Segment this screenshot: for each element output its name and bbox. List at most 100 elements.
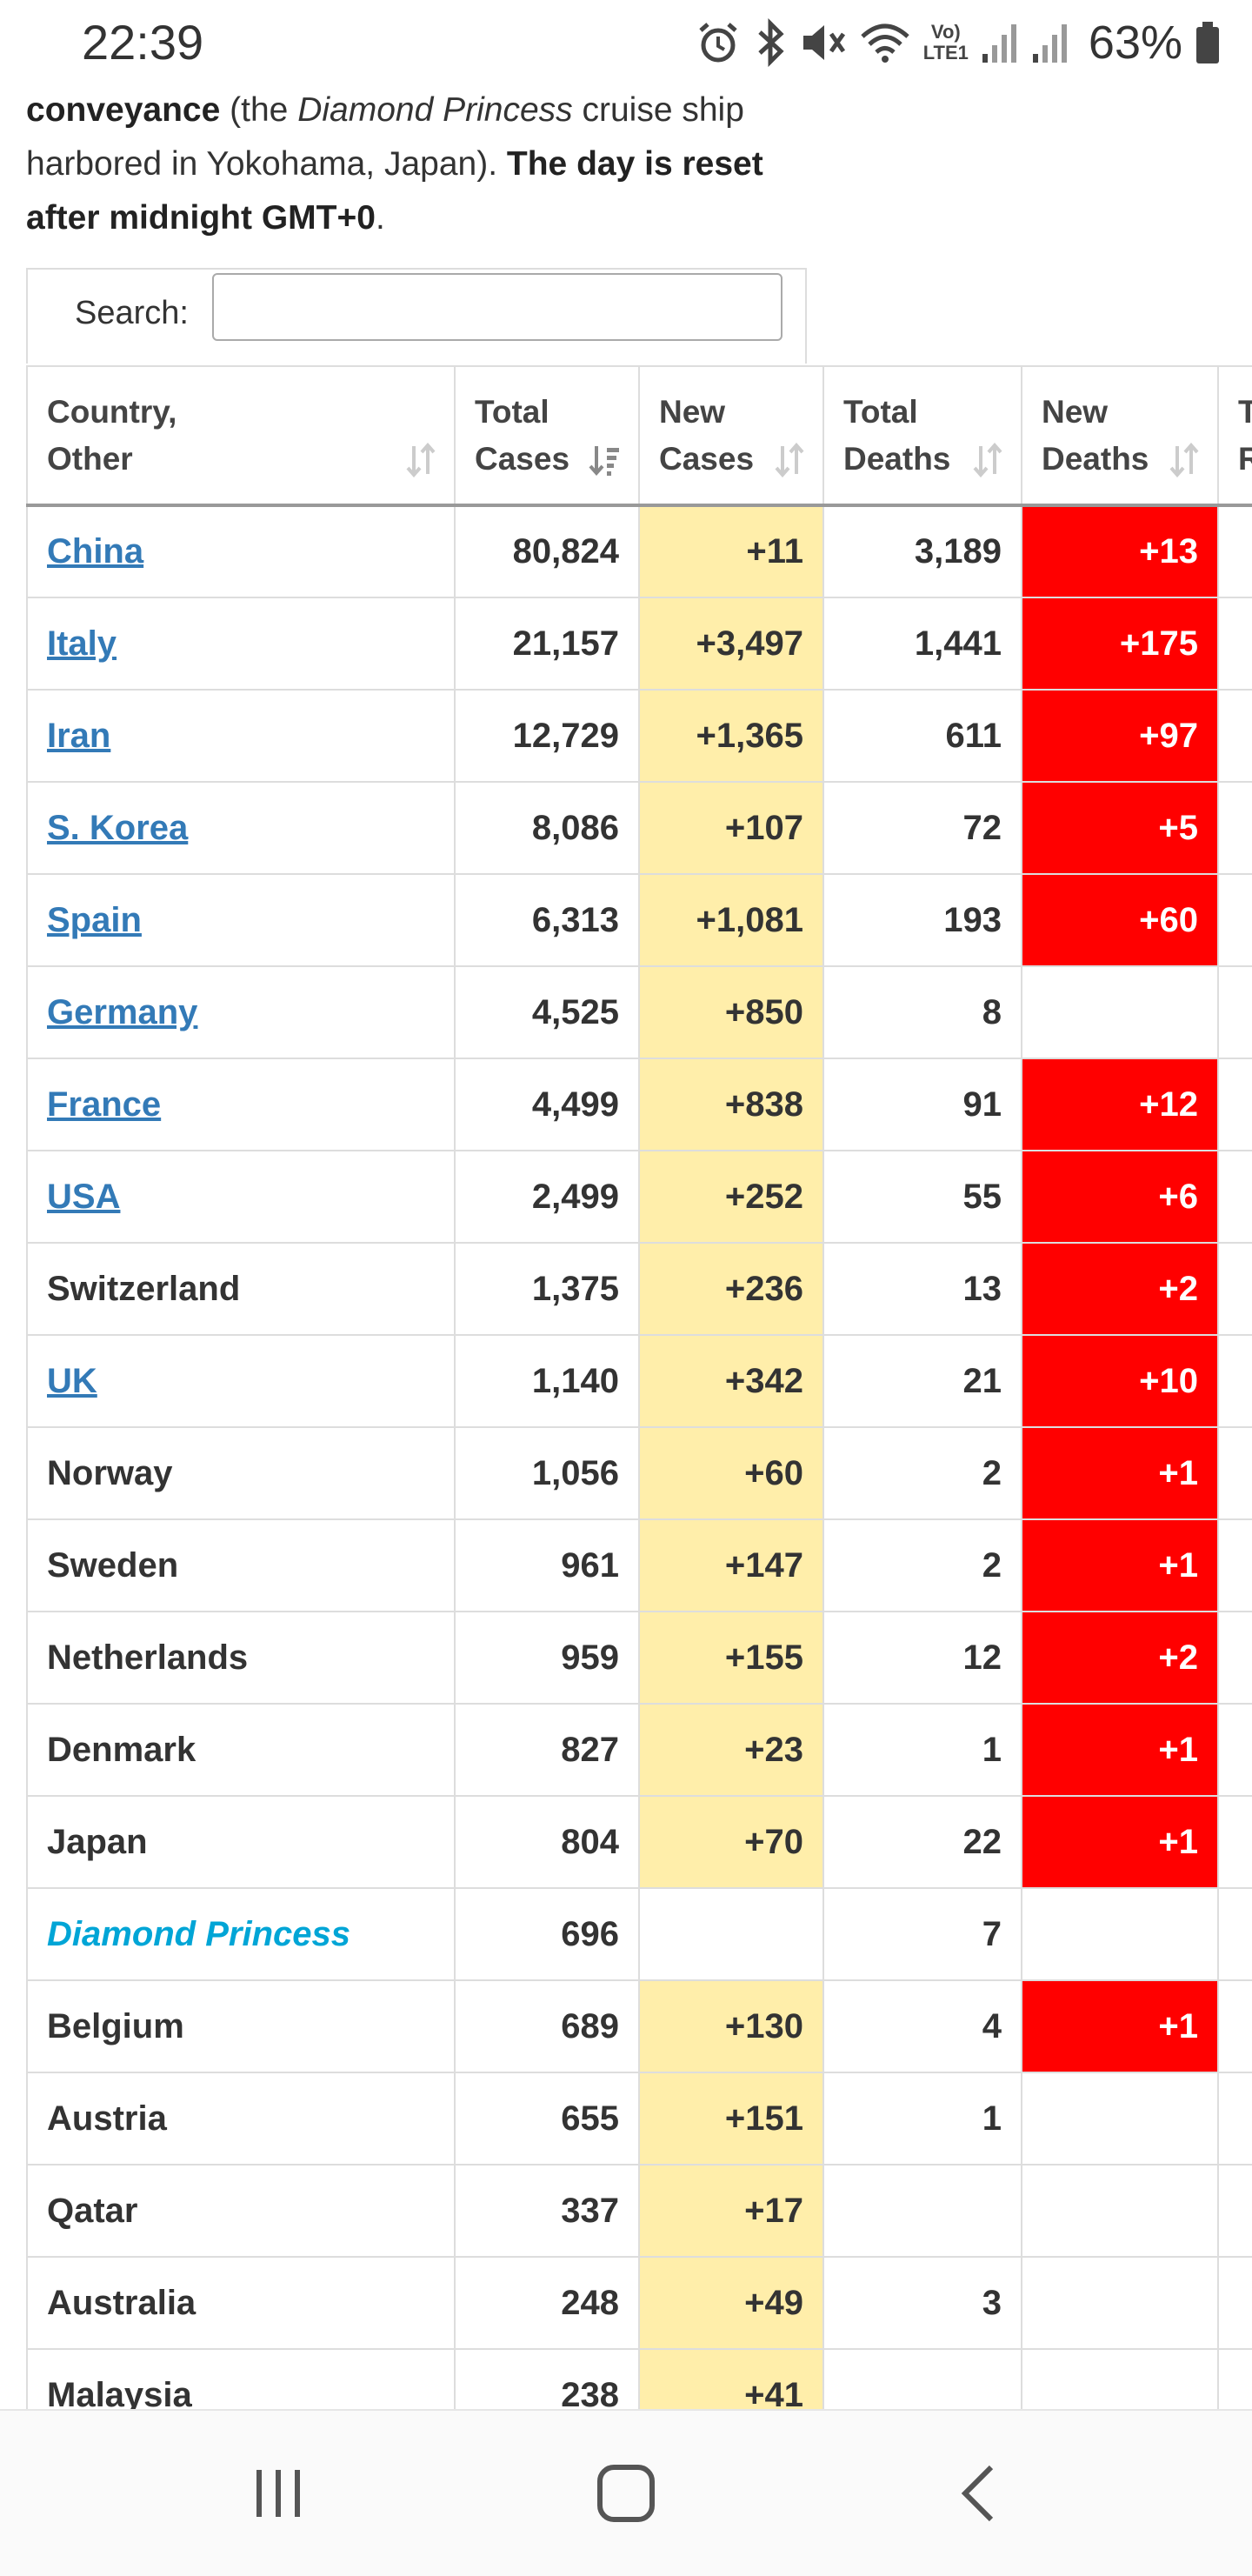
cell-new-cases: +1,081 bbox=[638, 873, 824, 967]
table-body: China 80,824 +11 3,189 +13 Italy 21,157 +3,497 1… bbox=[26, 504, 1252, 2410]
header-line-2: R bbox=[1238, 440, 1252, 477]
cell-new-cases bbox=[638, 1887, 824, 1981]
volte-label-top: Vo) bbox=[930, 21, 961, 43]
cell-new-deaths: +1 bbox=[1021, 1795, 1219, 1889]
cell-total-cases: 4,499 bbox=[454, 1058, 640, 1151]
table-row: Austria 655 +151 1 bbox=[26, 2072, 1252, 2166]
column-header-new-cases[interactable]: New Cases bbox=[638, 365, 824, 507]
column-header-total-deaths[interactable]: Total Deaths bbox=[822, 365, 1022, 507]
sort-desc-icon[interactable] bbox=[588, 443, 623, 477]
country-link[interactable]: USA bbox=[47, 1177, 121, 1216]
intro-italic-ship: Diamond Princess bbox=[297, 91, 573, 129]
status-time: 22:39 bbox=[82, 15, 204, 70]
cell-country: Denmark bbox=[26, 1703, 456, 1797]
cell-country: Qatar bbox=[26, 2164, 456, 2258]
cell-total-cases: 1,375 bbox=[454, 1242, 640, 1336]
cell-total-deaths: 3,189 bbox=[822, 504, 1022, 598]
search-input[interactable] bbox=[212, 273, 782, 341]
cell-total-deaths: 2 bbox=[822, 1518, 1022, 1612]
cell-country: Germany bbox=[26, 965, 456, 1059]
country-link[interactable]: S. Korea bbox=[47, 808, 189, 847]
column-header-label: Total Cases bbox=[475, 389, 579, 483]
country-link[interactable]: Iran bbox=[47, 716, 111, 755]
cell-new-deaths: +2 bbox=[1021, 1242, 1219, 1336]
table-row: Denmark 827 +23 1 +1 bbox=[26, 1703, 1252, 1797]
country-name: Denmark bbox=[47, 1730, 196, 1769]
cell-new-deaths: +1 bbox=[1021, 1979, 1219, 2073]
sort-icon[interactable] bbox=[403, 443, 438, 477]
cell-new-deaths bbox=[1021, 1887, 1219, 1981]
table-row: Sweden 961 +147 2 +1 bbox=[26, 1518, 1252, 1612]
sort-icon[interactable] bbox=[772, 443, 807, 477]
table-header-row: Country, Other Total Cases New Cases Total Deat… bbox=[26, 365, 1252, 507]
cell-total-recovered bbox=[1217, 1979, 1252, 2073]
sort-icon[interactable] bbox=[970, 443, 1005, 477]
cell-total-deaths: 3 bbox=[822, 2256, 1022, 2350]
cell-total-deaths: 13 bbox=[822, 1242, 1022, 1336]
cell-total-cases: 6,313 bbox=[454, 873, 640, 967]
cell-total-deaths: 611 bbox=[822, 689, 1022, 783]
cell-new-cases: +49 bbox=[638, 2256, 824, 2350]
cell-total-deaths: 21 bbox=[822, 1334, 1022, 1428]
country-link[interactable]: France bbox=[47, 1084, 162, 1124]
cell-total-cases: 238 bbox=[454, 2348, 640, 2409]
home-icon[interactable] bbox=[583, 2459, 669, 2528]
column-header-total-cases[interactable]: Total Cases bbox=[454, 365, 640, 507]
cell-new-cases: +107 bbox=[638, 781, 824, 875]
intro-bold-conveyance: conveyance bbox=[26, 91, 221, 129]
country-name: Belgium bbox=[47, 2006, 184, 2045]
table-row: Malaysia 238 +41 bbox=[26, 2348, 1252, 2410]
country-name: Netherlands bbox=[47, 1638, 249, 1677]
wifi-icon bbox=[859, 17, 911, 69]
header-line-2: Other bbox=[47, 440, 133, 477]
cell-total-cases: 1,140 bbox=[454, 1334, 640, 1428]
volte-label-bottom: LTE1 bbox=[922, 42, 969, 63]
country-name: Austria bbox=[47, 2099, 167, 2138]
cell-total-deaths: 72 bbox=[822, 781, 1022, 875]
cell-new-deaths: +2 bbox=[1021, 1611, 1219, 1705]
cell-total-cases: 21,157 bbox=[454, 597, 640, 691]
header-line-2: Deaths bbox=[1042, 440, 1149, 477]
cell-new-cases: +1,365 bbox=[638, 689, 824, 783]
volte-icon: Vo) LTE1 bbox=[923, 17, 969, 69]
table-row: Spain 6,313 +1,081 193 +60 bbox=[26, 873, 1252, 967]
cell-total-deaths: 8 bbox=[822, 965, 1022, 1059]
recent-apps-icon[interactable] bbox=[235, 2459, 322, 2528]
cell-total-recovered bbox=[1217, 1795, 1252, 1889]
country-link[interactable]: Spain bbox=[47, 900, 142, 939]
country-link[interactable]: UK bbox=[47, 1361, 97, 1400]
country-name: Malaysia bbox=[47, 2375, 192, 2410]
country-link[interactable]: China bbox=[47, 532, 144, 571]
column-header-new-deaths[interactable]: New Deaths bbox=[1021, 365, 1219, 507]
cell-country: USA bbox=[26, 1150, 456, 1244]
table-row: France 4,499 +838 91 +12 bbox=[26, 1058, 1252, 1151]
table-container: Country, Other Total Cases New Cases Total Deat… bbox=[26, 365, 1252, 2409]
back-icon[interactable] bbox=[936, 2459, 1022, 2528]
country-name: Switzerland bbox=[47, 1269, 241, 1308]
cell-new-deaths: +60 bbox=[1021, 873, 1219, 967]
country-name: Australia bbox=[47, 2283, 196, 2322]
cell-new-deaths: +175 bbox=[1021, 597, 1219, 691]
sort-icon[interactable] bbox=[1167, 443, 1202, 477]
cell-total-cases: 689 bbox=[454, 1979, 640, 2073]
intro-text-1: (the bbox=[220, 91, 298, 129]
country-link[interactable]: Germany bbox=[47, 992, 198, 1031]
cell-total-deaths: 193 bbox=[822, 873, 1022, 967]
countries-table: Country, Other Total Cases New Cases Total Deat… bbox=[26, 365, 1252, 2409]
cell-total-cases: 12,729 bbox=[454, 689, 640, 783]
cell-new-deaths: +1 bbox=[1021, 1426, 1219, 1520]
column-header-country[interactable]: Country, Other bbox=[26, 365, 456, 507]
country-link[interactable]: Italy bbox=[47, 624, 117, 663]
country-name: Qatar bbox=[47, 2191, 138, 2230]
table-row: Australia 248 +49 3 bbox=[26, 2256, 1252, 2350]
cell-new-deaths bbox=[1021, 2348, 1219, 2409]
cell-new-cases: +838 bbox=[638, 1058, 824, 1151]
cell-new-cases: +342 bbox=[638, 1334, 824, 1428]
cell-total-recovered bbox=[1217, 504, 1252, 598]
column-header-label: Country, Other bbox=[47, 389, 176, 483]
cell-total-deaths bbox=[822, 2348, 1022, 2409]
cell-new-cases: +70 bbox=[638, 1795, 824, 1889]
cell-total-cases: 804 bbox=[454, 1795, 640, 1889]
cell-total-cases: 8,086 bbox=[454, 781, 640, 875]
